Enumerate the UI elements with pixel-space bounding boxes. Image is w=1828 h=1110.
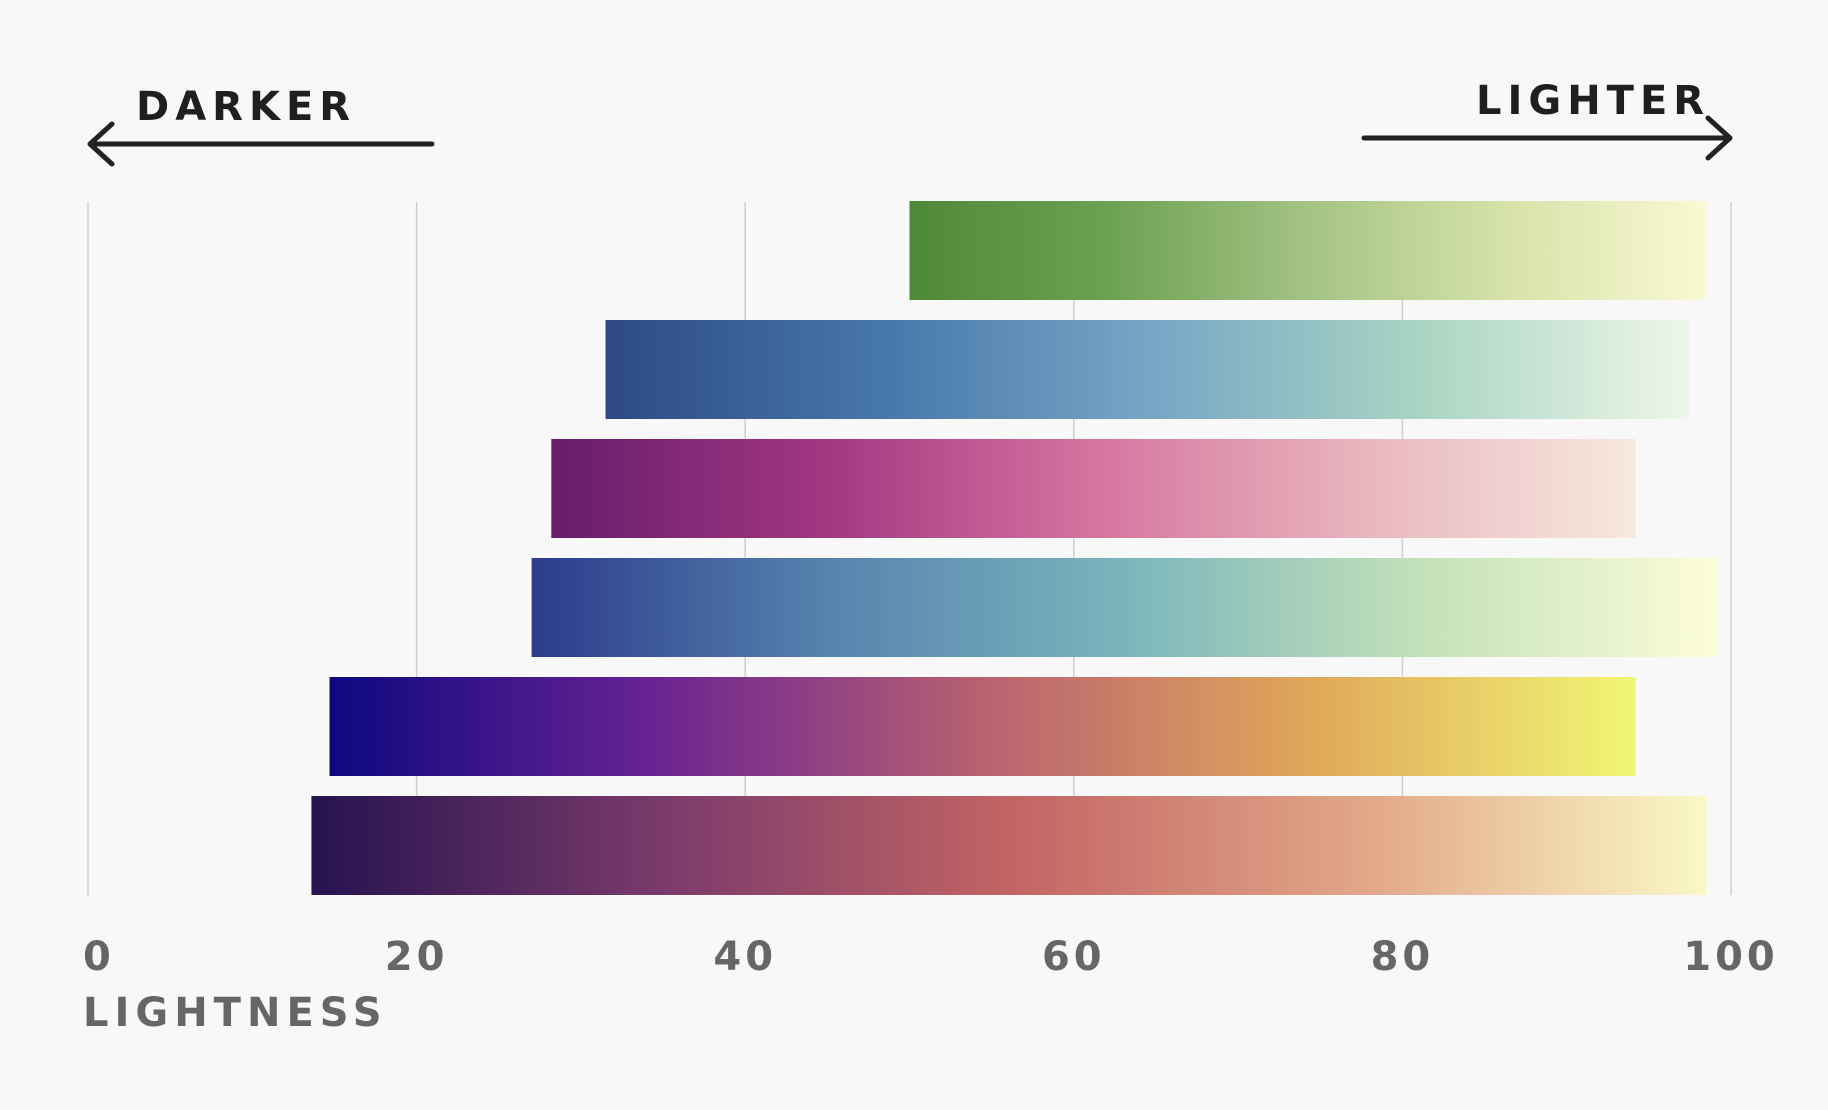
lighter-label: LIGHTER [1476, 78, 1711, 124]
darker-label: DARKER [136, 84, 357, 130]
darker-arrow-icon [87, 121, 435, 167]
colormap-bar [329, 677, 1636, 776]
colormap-bar [909, 201, 1707, 300]
x-tick-label: 40 [713, 934, 777, 980]
x-tick-label: 60 [1042, 934, 1106, 980]
grid-lines [87, 202, 1732, 895]
colormap-bar [531, 558, 1718, 657]
colormap-bar [551, 439, 1636, 538]
x-tick-labels: 0 20 40 60 80 100 [83, 934, 1779, 980]
colormap-bar [311, 796, 1707, 895]
x-tick-label: 20 [385, 934, 449, 980]
x-tick-label: 80 [1371, 934, 1435, 980]
lighter-arrow-icon [1361, 115, 1733, 161]
colormap-bar [605, 320, 1690, 419]
x-tick-label: 0 [83, 934, 115, 980]
x-tick-label: 100 [1683, 934, 1779, 980]
x-axis-title: LIGHTNESS [83, 990, 388, 1036]
bars [311, 201, 1718, 895]
